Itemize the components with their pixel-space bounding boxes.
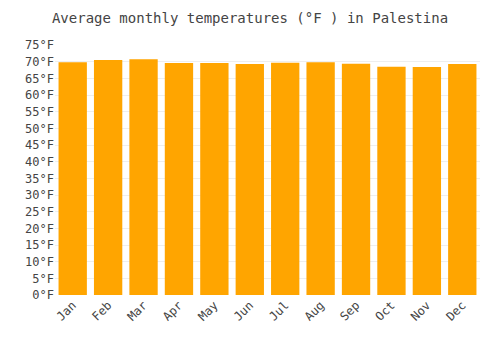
svg-text:10°F: 10°F xyxy=(25,255,54,269)
svg-text:Apr: Apr xyxy=(160,298,185,323)
svg-text:60°F: 60°F xyxy=(25,88,54,102)
svg-text:20°F: 20°F xyxy=(25,222,54,236)
svg-text:Mar: Mar xyxy=(125,298,150,323)
svg-text:Dec: Dec xyxy=(443,298,468,323)
svg-text:Feb: Feb xyxy=(89,298,114,323)
svg-text:Sep: Sep xyxy=(337,298,362,323)
svg-text:May: May xyxy=(196,298,221,323)
svg-text:Jun: Jun xyxy=(231,298,256,323)
svg-text:25°F: 25°F xyxy=(25,205,54,219)
svg-text:Oct: Oct xyxy=(373,298,398,323)
svg-text:50°F: 50°F xyxy=(25,122,54,136)
svg-text:30°F: 30°F xyxy=(25,188,54,202)
svg-text:55°F: 55°F xyxy=(25,105,54,119)
svg-text:0°F: 0°F xyxy=(32,288,54,302)
svg-text:45°F: 45°F xyxy=(25,138,54,152)
svg-text:15°F: 15°F xyxy=(25,238,54,252)
svg-text:5°F: 5°F xyxy=(32,272,54,286)
svg-text:40°F: 40°F xyxy=(25,155,54,169)
svg-text:Jul: Jul xyxy=(266,298,291,323)
svg-text:Aug: Aug xyxy=(302,298,327,323)
svg-text:70°F: 70°F xyxy=(25,55,54,69)
svg-text:35°F: 35°F xyxy=(25,172,54,186)
svg-text:65°F: 65°F xyxy=(25,72,54,86)
svg-text:Nov: Nov xyxy=(408,298,433,323)
svg-text:Jan: Jan xyxy=(54,298,79,323)
svg-text:75°F: 75°F xyxy=(25,38,54,52)
svg-text:Average monthly temperatures (: Average monthly temperatures (°F ) in Pa… xyxy=(52,10,448,26)
